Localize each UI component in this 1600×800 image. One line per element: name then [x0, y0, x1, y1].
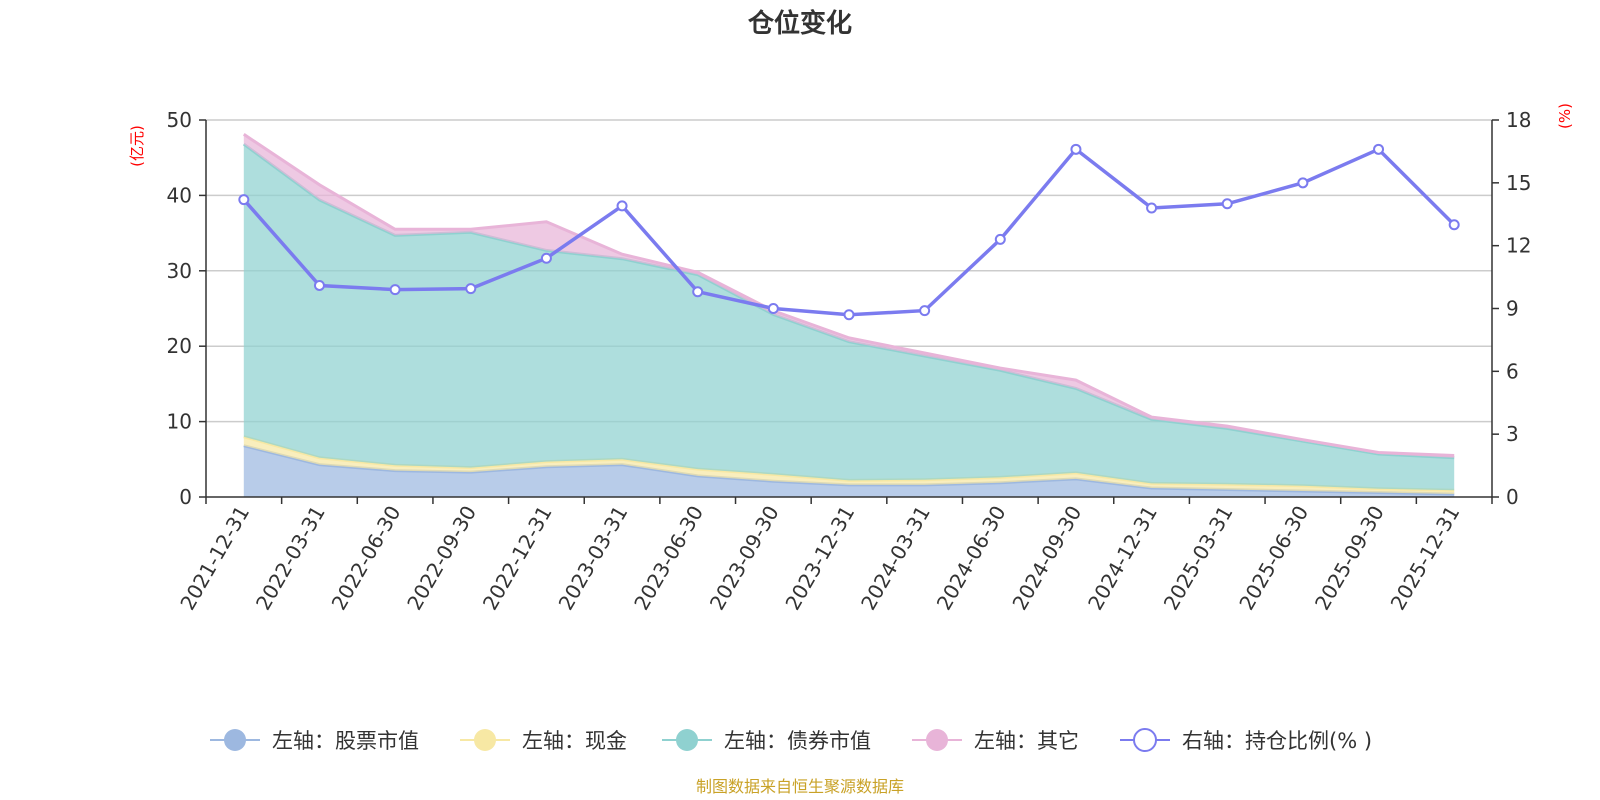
x-tick-label: 2023-06-30	[629, 502, 708, 615]
legend-marker	[224, 729, 246, 751]
ratio-point[interactable]	[238, 194, 250, 206]
ratio-point[interactable]	[1373, 143, 1385, 155]
ratio-point[interactable]	[1221, 198, 1233, 210]
legend-marker	[926, 729, 948, 751]
left-tick-label: 20	[167, 334, 192, 358]
ratio-point[interactable]	[389, 284, 401, 296]
ratio-point[interactable]	[767, 303, 779, 314]
x-tick-label: 2025-09-30	[1310, 502, 1389, 615]
ratio-point[interactable]	[465, 283, 477, 295]
legend-label: 左轴：股票市值	[272, 729, 419, 753]
right-tick-label: 12	[1506, 234, 1531, 258]
x-tick-label: 2025-03-31	[1159, 502, 1238, 615]
ratio-point[interactable]	[616, 200, 628, 212]
area-edge-series-4	[242, 133, 1455, 457]
ratio-point[interactable]	[313, 279, 325, 291]
x-tick-label: 2022-06-30	[327, 502, 406, 615]
area-series-1	[243, 445, 1455, 497]
right-tick-label: 0	[1506, 485, 1519, 509]
right-tick-label: 18	[1506, 108, 1531, 132]
ratio-point[interactable]	[1448, 219, 1460, 231]
right-tick-label: 15	[1506, 171, 1531, 195]
x-tick-label: 2023-03-31	[553, 502, 632, 615]
right-tick-label: 3	[1506, 422, 1519, 446]
left-tick-label: 0	[179, 485, 192, 509]
right-tick-label: 9	[1506, 297, 1519, 321]
left-tick-label: 50	[167, 108, 192, 132]
legend-item-4[interactable]: 左轴：其它	[912, 729, 1079, 753]
x-tick-label: 2022-03-31	[251, 502, 330, 615]
ratio-point[interactable]	[1297, 177, 1309, 189]
right-tick-label: 6	[1506, 359, 1519, 383]
legend-label: 左轴：债券市值	[724, 729, 871, 753]
ratio-point[interactable]	[919, 305, 931, 317]
x-tick-label: 2024-09-30	[1007, 502, 1086, 615]
left-axis-unit: (亿元)	[128, 125, 146, 167]
ratio-line	[238, 143, 1460, 321]
chart-title: 仓位变化	[747, 8, 852, 39]
legend-item-2[interactable]: 左轴：现金	[460, 729, 627, 753]
legend-item-3[interactable]: 左轴：债券市值	[662, 729, 871, 753]
x-tick-label: 2022-12-31	[478, 502, 557, 615]
x-tick-label: 2022-09-30	[402, 502, 481, 615]
legend-label: 左轴：其它	[974, 729, 1079, 753]
ratio-point[interactable]	[843, 309, 855, 321]
legend[interactable]: 左轴：股票市值 左轴：现金 左轴：债券市值 左轴：其它 右轴：持仓比例(% )	[210, 728, 1372, 753]
x-tick-label: 2023-09-30	[705, 502, 784, 615]
x-tick-label: 2023-12-31	[780, 502, 859, 615]
x-tick-label: 2025-06-30	[1234, 502, 1313, 615]
x-tick-label: 2025-12-31	[1386, 502, 1465, 615]
legend-marker	[474, 729, 496, 751]
left-tick-label: 30	[167, 259, 192, 283]
stacked-areas	[242, 133, 1455, 497]
legend-item-5[interactable]: 右轴：持仓比例(% )	[1120, 728, 1372, 753]
legend-marker	[1133, 728, 1157, 752]
ratio-point[interactable]	[1070, 143, 1082, 155]
x-tick-label: 2024-12-31	[1083, 502, 1162, 615]
ratio-point[interactable]	[1146, 202, 1158, 214]
right-axis-unit: (%)	[1556, 103, 1574, 129]
x-tick-label: 2024-03-31	[856, 502, 935, 615]
ratio-point[interactable]	[540, 252, 552, 264]
left-tick-label: 10	[167, 410, 192, 434]
ratio-point[interactable]	[994, 233, 1006, 245]
left-tick-label: 40	[167, 183, 192, 207]
legend-marker	[676, 729, 698, 751]
x-tick-label: 2024-06-30	[932, 502, 1011, 615]
source-text: 制图数据来自恒生聚源数据库	[696, 777, 904, 796]
legend-label: 左轴：现金	[522, 729, 627, 753]
area-series-3	[243, 144, 1455, 491]
x-tick-label: 2021-12-31	[175, 502, 254, 615]
legend-label: 右轴：持仓比例(% )	[1182, 729, 1372, 753]
ratio-point[interactable]	[692, 286, 704, 298]
legend-item-1[interactable]: 左轴：股票市值	[210, 729, 419, 753]
